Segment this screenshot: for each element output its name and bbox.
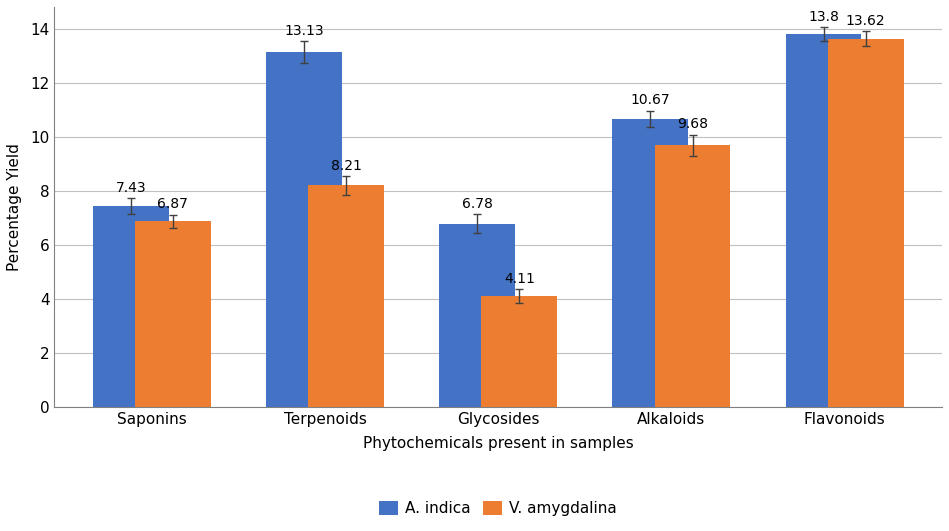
Bar [828, 39, 903, 407]
Bar [786, 34, 862, 407]
Text: 13.8: 13.8 [809, 10, 839, 24]
Text: 13.62: 13.62 [846, 14, 885, 28]
Bar [439, 224, 515, 407]
Bar [308, 185, 384, 407]
Bar [481, 296, 557, 407]
Text: 13.13: 13.13 [284, 24, 324, 38]
Text: 9.68: 9.68 [677, 117, 708, 131]
Text: 6.78: 6.78 [461, 197, 493, 211]
Text: 10.67: 10.67 [630, 93, 670, 107]
Bar [612, 119, 688, 407]
Text: 8.21: 8.21 [330, 159, 362, 173]
Text: 6.87: 6.87 [158, 198, 188, 211]
Bar [93, 207, 169, 407]
Bar [655, 145, 731, 407]
Text: 4.11: 4.11 [504, 272, 535, 286]
Text: 7.43: 7.43 [116, 181, 146, 195]
Legend: A. indica, V. amygdalina: A. indica, V. amygdalina [373, 495, 623, 523]
Bar [135, 221, 211, 407]
Bar [266, 52, 342, 407]
Y-axis label: Percentage Yield: Percentage Yield [7, 143, 22, 271]
X-axis label: Phytochemicals present in samples: Phytochemicals present in samples [363, 435, 634, 450]
